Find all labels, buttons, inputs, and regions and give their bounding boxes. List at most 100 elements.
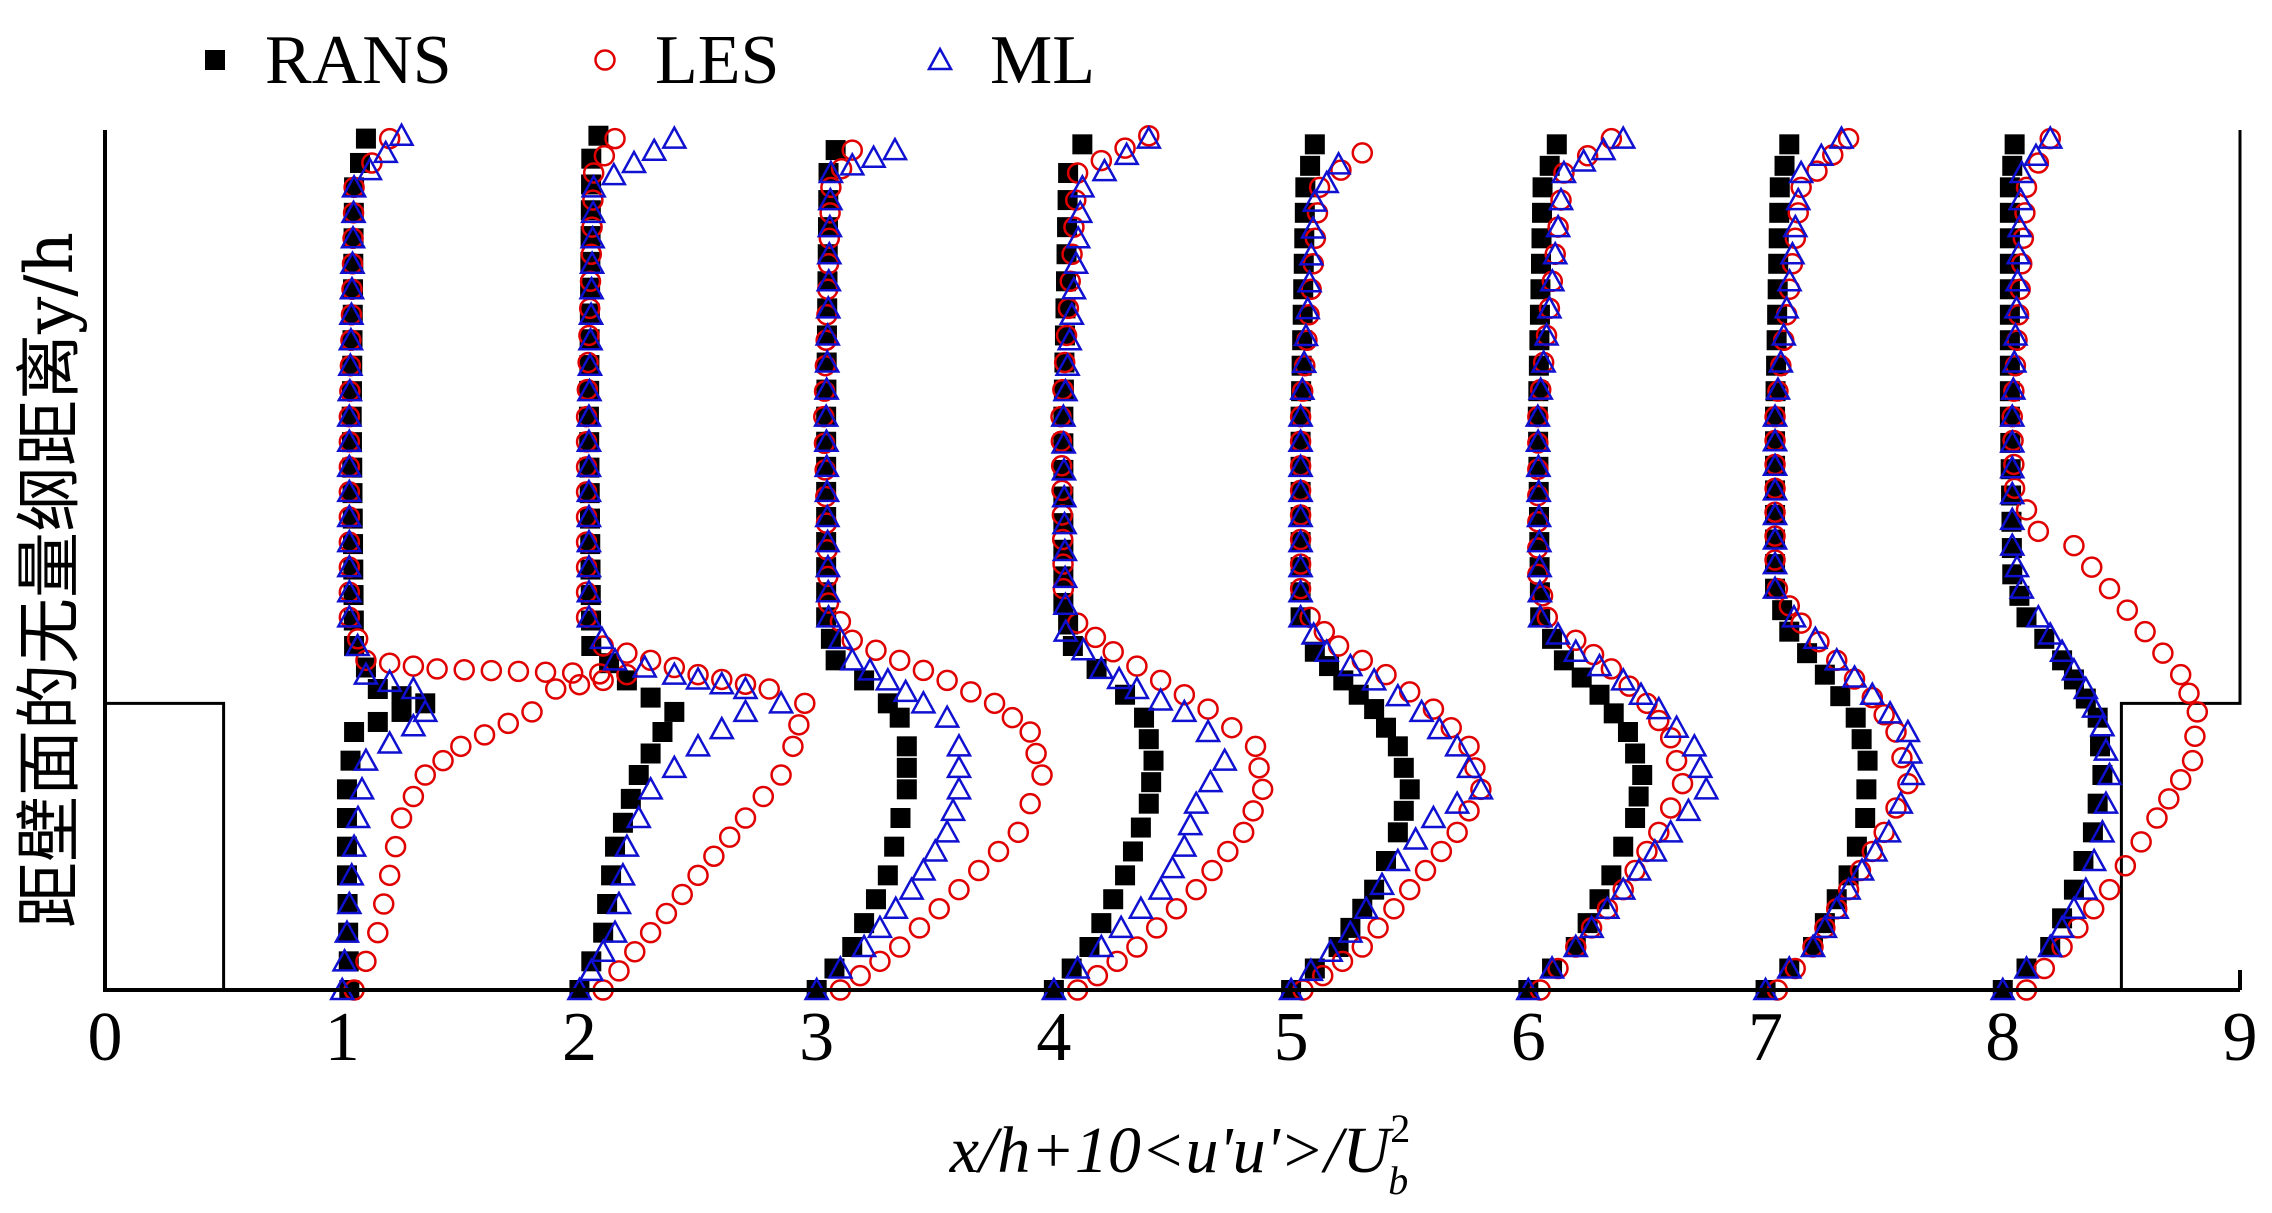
- les-point: [1061, 243, 1083, 265]
- ml-point: [578, 275, 605, 300]
- ml-point: [2072, 675, 2099, 700]
- ml-point: [337, 352, 364, 376]
- ml-point: [575, 453, 603, 478]
- ml-point: [1764, 375, 1792, 400]
- rans-point: [1138, 793, 1159, 814]
- rans-point: [2063, 879, 2084, 900]
- ml-point: [1887, 790, 1914, 814]
- les-point: [908, 917, 931, 939]
- ml-point: [641, 137, 668, 162]
- rans-point: [1774, 155, 1795, 176]
- ml-point: [1894, 718, 1922, 743]
- ml-point: [1300, 620, 1327, 645]
- ml-point: [922, 837, 949, 862]
- les-point: [2015, 176, 2038, 199]
- ml-point: [1147, 876, 1174, 900]
- rans-point: [1625, 743, 1646, 764]
- les-point: [2130, 831, 2152, 853]
- les-point: [1843, 668, 1866, 690]
- ml-point: [577, 301, 605, 325]
- ml-point: [1761, 501, 1789, 526]
- rans-point: [1130, 817, 1151, 838]
- ml-point: [336, 503, 363, 528]
- les-point: [2007, 303, 2030, 326]
- ml-point: [1287, 453, 1314, 478]
- rans-point: [1103, 889, 1124, 910]
- les-point: [841, 139, 863, 161]
- rans-point: [1769, 177, 1790, 198]
- rans-point: [1364, 699, 1385, 720]
- ml-point: [1527, 603, 1554, 628]
- series-ml: [329, 122, 2123, 1001]
- ml-point: [815, 603, 842, 628]
- les-point: [2033, 957, 2056, 980]
- les-point: [819, 202, 841, 224]
- ml-point: [945, 775, 973, 800]
- ml-point: [815, 267, 842, 292]
- les-point: [758, 678, 780, 700]
- rans-point: [1999, 202, 2020, 223]
- rans-point: [896, 736, 917, 757]
- x-tick-label: 4: [1036, 999, 1071, 1076]
- ml-point: [400, 675, 427, 700]
- rans-point: [1768, 228, 1789, 249]
- ml-point: [813, 375, 840, 400]
- rans-point: [1532, 202, 1553, 223]
- ml-point: [1562, 933, 1589, 958]
- ml-point: [339, 224, 367, 249]
- rans-point: [1143, 750, 1164, 771]
- les-point: [1430, 840, 1453, 863]
- plot-area: [103, 122, 2242, 1001]
- les-point: [1019, 792, 1041, 815]
- les-point: [1659, 797, 1682, 819]
- ml-point: [1761, 427, 1789, 452]
- ml-point: [1808, 142, 1835, 167]
- ml-point: [1361, 666, 1388, 691]
- y-axis-title: 距壁面的无量纲距离y/h: [11, 232, 88, 928]
- les-point: [2027, 520, 2050, 543]
- rans-point: [1290, 431, 1311, 452]
- ml-point: [372, 139, 399, 164]
- ml-point: [882, 895, 909, 920]
- rans-point: [890, 808, 911, 828]
- rans-point: [1797, 643, 1818, 664]
- ml-point: [1788, 159, 1815, 184]
- ml-point: [1353, 895, 1380, 920]
- les-point: [1084, 626, 1107, 649]
- ml-point: [1526, 528, 1553, 553]
- legend-marker-ml: [926, 46, 954, 71]
- ml-point: [1054, 352, 1081, 376]
- ml-point: [575, 578, 603, 603]
- ml-point: [827, 954, 854, 979]
- rans-point: [1857, 750, 1878, 771]
- les-point: [888, 936, 911, 958]
- ml-point: [1056, 326, 1083, 351]
- x-tick-label: 2: [562, 999, 597, 1076]
- les-point: [1764, 549, 1786, 571]
- ml-point: [1610, 876, 1637, 900]
- ml-point: [2096, 761, 2123, 786]
- ml-point: [1384, 847, 1411, 872]
- legend-label-ml: ML: [990, 22, 1095, 99]
- ml-point: [1287, 403, 1314, 427]
- ml-point: [1050, 456, 1078, 481]
- les-point: [402, 655, 425, 677]
- x-tick-label: 9: [2223, 999, 2258, 1076]
- rans-point: [1845, 707, 1866, 728]
- ml-point: [1064, 954, 1091, 979]
- les-point: [2169, 769, 2192, 791]
- ml-point: [1069, 173, 1096, 198]
- ml-point: [344, 632, 371, 657]
- rans-point: [1529, 557, 1550, 578]
- rans-point: [1530, 607, 1551, 628]
- rans-point: [1779, 134, 1800, 155]
- rans-point: [1072, 134, 1093, 155]
- x-tick-label: 5: [1274, 999, 1309, 1076]
- x-tick-label: 3: [799, 999, 834, 1076]
- rans-point: [842, 937, 863, 957]
- ml-point: [337, 326, 365, 351]
- les-point: [1330, 159, 1352, 181]
- ml-point: [814, 553, 842, 578]
- ml-point: [860, 144, 887, 168]
- les-point: [1126, 655, 1148, 677]
